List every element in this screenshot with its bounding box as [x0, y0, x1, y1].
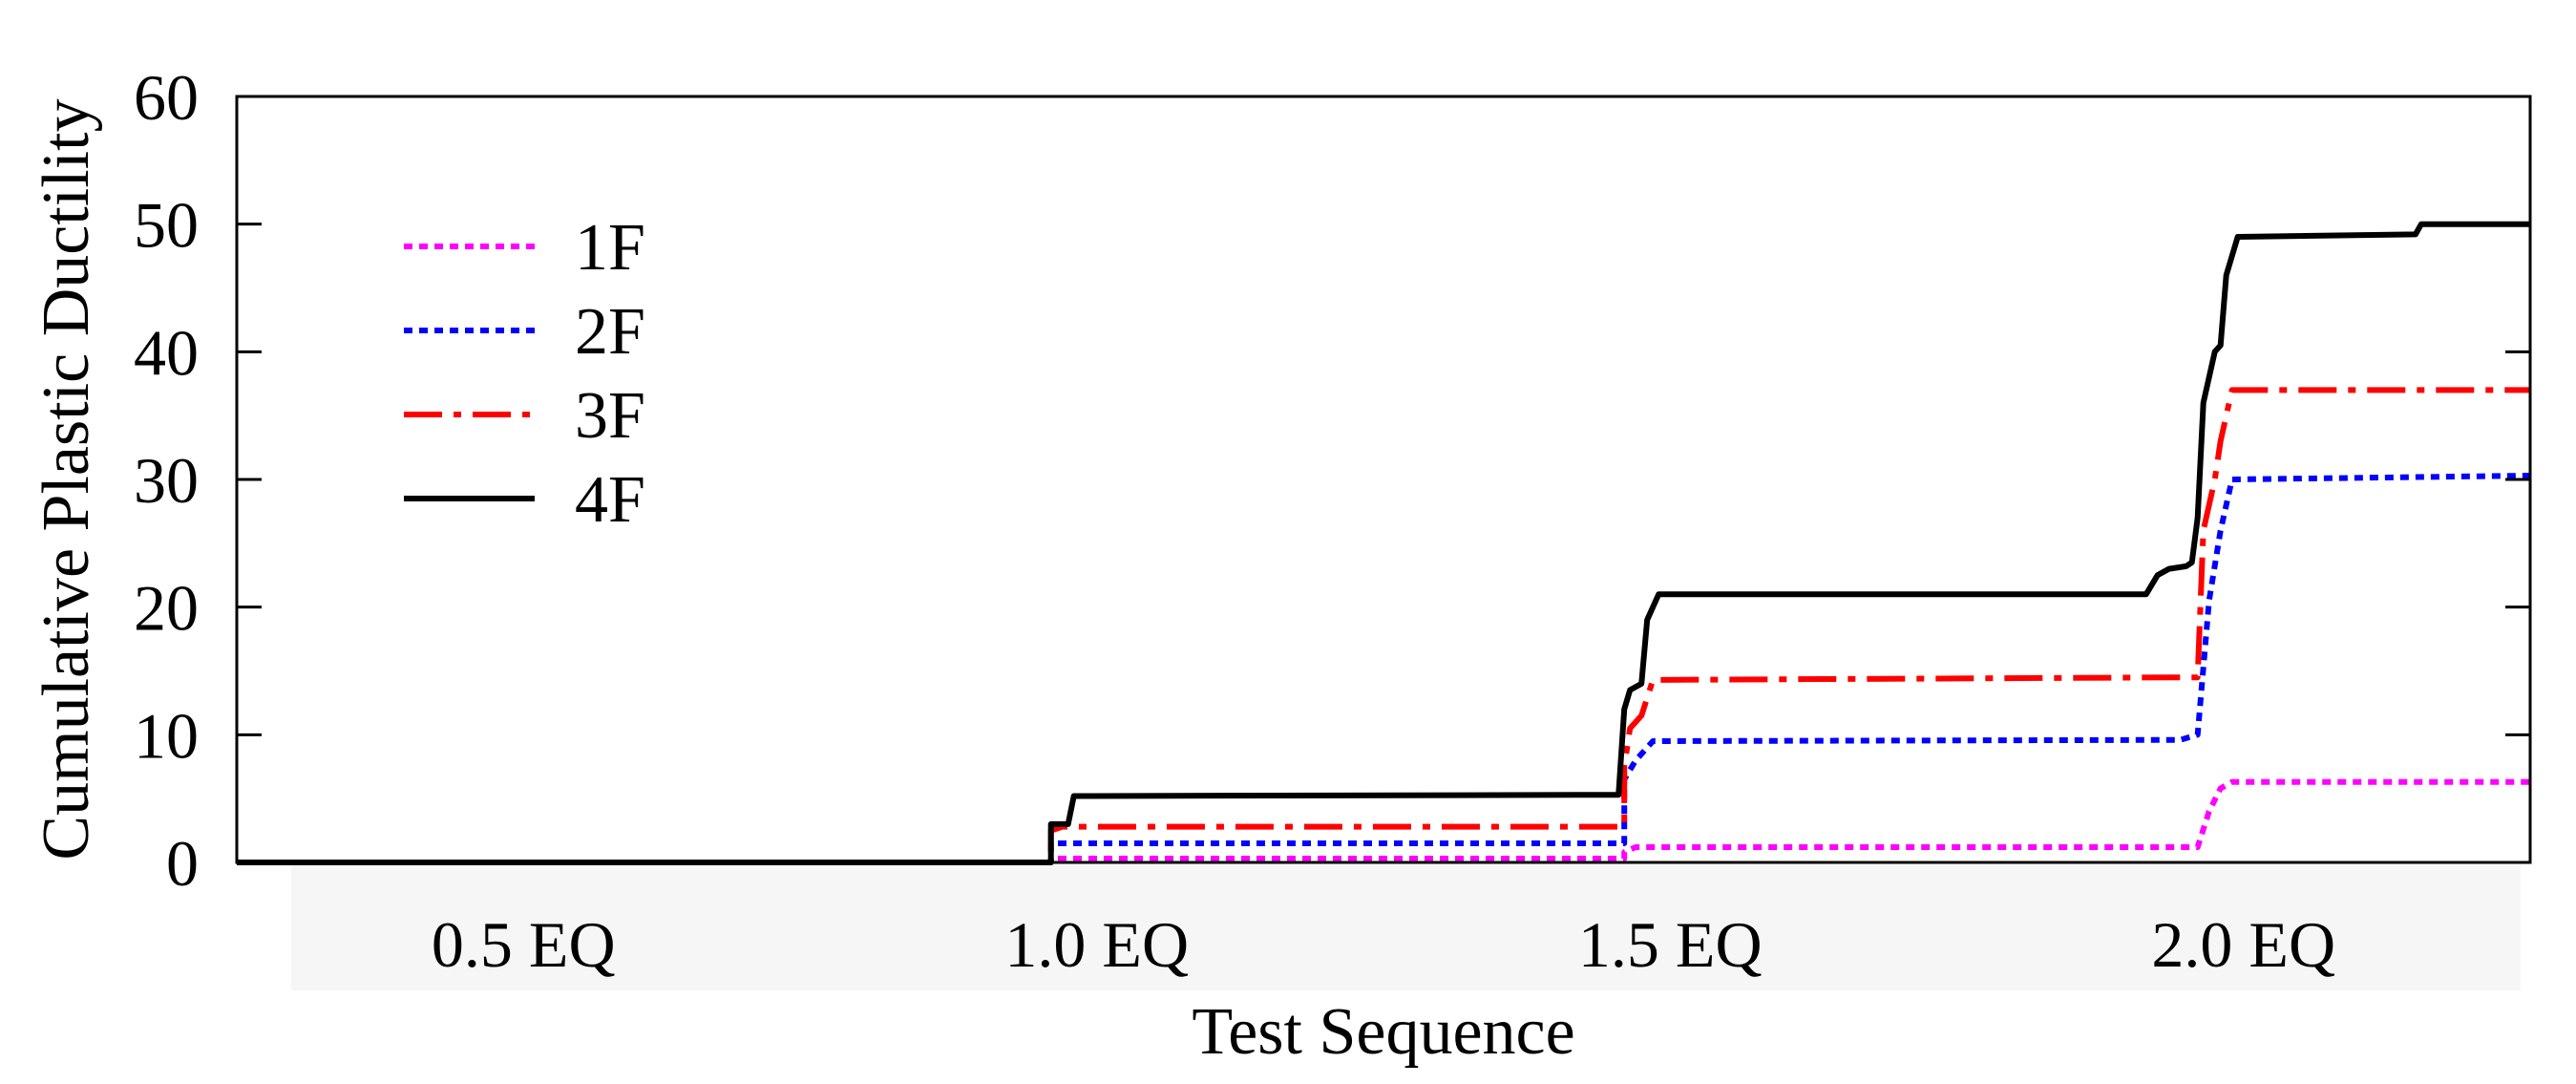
x-tick-label-band: [291, 864, 2521, 990]
legend-label-4f: 4F: [575, 463, 645, 537]
tick-layer: 0 10 20 30 40 50 60 0.5 EQ 1.0 EQ 1.5 EQ 2.0 EQ: [134, 61, 2530, 981]
legend-label-3f: 3F: [575, 379, 645, 453]
legend: 1F 2F 3F 4F: [404, 211, 645, 537]
x-tick-label: 0.5 EQ: [432, 908, 616, 981]
series-line-4f: [237, 221, 2530, 865]
x-axis-title: Test Sequence: [1192, 995, 1574, 1069]
y-axis-title: Cumulative Plastic Ductility: [30, 98, 103, 860]
legend-label-1f: 1F: [575, 211, 645, 285]
series-line-3f: [237, 387, 2530, 865]
y-tick-label: 0: [166, 827, 199, 900]
y-tick-label: 40: [134, 316, 199, 389]
y-tick-label: 20: [134, 572, 199, 645]
y-tick-label: 30: [134, 444, 199, 517]
y-tick-label: 10: [134, 699, 199, 772]
x-tick-label: 1.5 EQ: [1578, 908, 1763, 981]
legend-label-2f: 2F: [575, 295, 645, 369]
y-tick-label: 50: [134, 189, 199, 262]
series-layer: [237, 221, 2531, 865]
x-tick-label: 1.0 EQ: [1004, 908, 1189, 981]
y-tick-label: 60: [134, 61, 199, 134]
x-tick-label: 2.0 EQ: [2151, 908, 2335, 981]
